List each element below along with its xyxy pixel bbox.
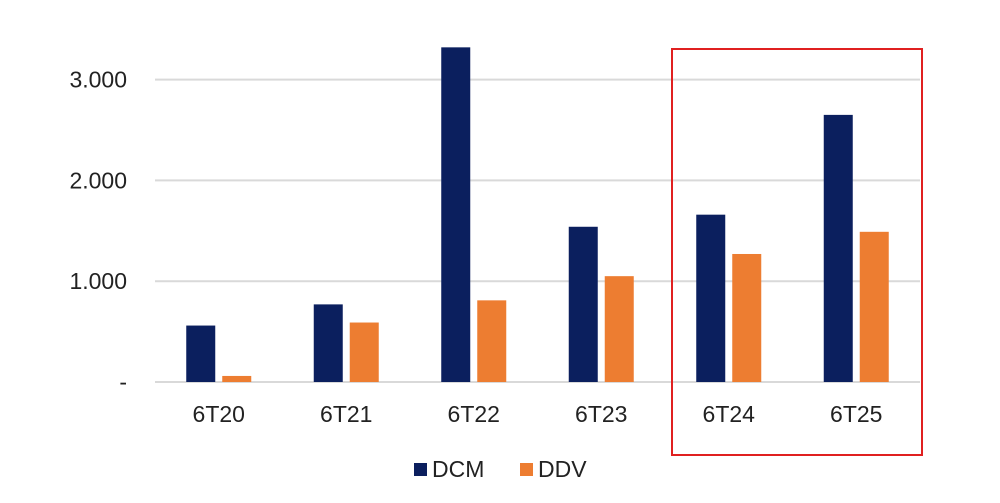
legend-label: DDV (538, 456, 587, 482)
gridlines (155, 78, 920, 383)
bar-ddv (604, 276, 634, 382)
legend: DCM DDV (414, 456, 587, 482)
y-axis-ticks: - 1.000 2.000 3.000 (69, 67, 127, 395)
bar-dcm (186, 325, 216, 382)
legend-swatch-dcm (414, 463, 427, 476)
legend-label: DCM (432, 456, 484, 482)
x-tick-label: 6T24 (703, 401, 756, 427)
bar-dcm (441, 47, 471, 383)
bar-dcm (823, 114, 853, 382)
bar-ddv (222, 375, 252, 382)
legend-swatch-ddv (520, 463, 533, 476)
x-axis-ticks: 6T20 6T21 6T22 6T23 6T24 6T25 (193, 401, 883, 427)
x-tick-label: 6T22 (448, 401, 500, 427)
y-tick-label: 1.000 (69, 268, 127, 294)
y-tick-label: 2.000 (69, 167, 127, 193)
bar-dcm (313, 304, 343, 382)
bar-dcm (568, 226, 598, 382)
highlight-box-layer (671, 48, 923, 456)
bar-ddv (859, 231, 889, 382)
highlight-box (671, 48, 923, 456)
y-tick-label: 3.000 (69, 67, 127, 93)
bar-ddv (349, 322, 379, 382)
x-tick-label: 6T21 (320, 401, 372, 427)
x-tick-label: 6T25 (830, 401, 882, 427)
bars (186, 47, 889, 383)
bar-dcm (696, 214, 726, 382)
x-tick-label: 6T23 (575, 401, 627, 427)
bar-ddv (732, 253, 762, 382)
x-tick-label: 6T20 (193, 401, 245, 427)
bar-ddv (477, 300, 507, 382)
y-tick-label: - (119, 369, 127, 395)
